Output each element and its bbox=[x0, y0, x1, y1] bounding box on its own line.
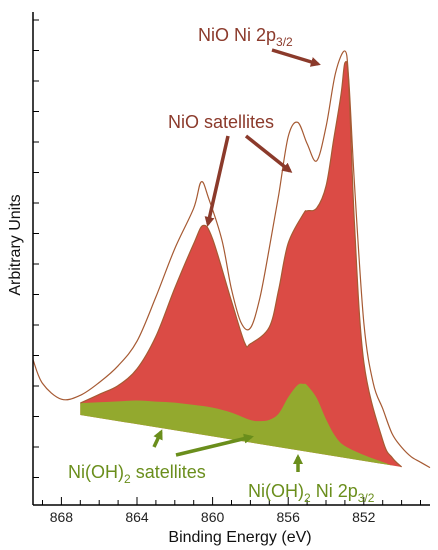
x-tick-label: 860 bbox=[201, 509, 225, 525]
arrow-nio-sat-left bbox=[204, 135, 230, 227]
plot-area bbox=[32, 50, 431, 469]
x-tick-label: 868 bbox=[50, 509, 74, 525]
x-tick-label: 864 bbox=[125, 509, 149, 525]
y-axis-title: Arbitrary Units bbox=[7, 194, 24, 295]
axes: 868 864 860 856 852 bbox=[32, 12, 430, 525]
arrow-nio-main bbox=[271, 48, 321, 67]
series-line-3 bbox=[80, 60, 403, 468]
series-fill-1 bbox=[80, 383, 393, 466]
annotation-nioh-satellites: Ni(OH)2 satellites bbox=[68, 462, 206, 486]
annotation-nioh-main: Ni(OH)2 Ni 2p3/2 bbox=[248, 481, 375, 505]
annotation-nio-satellites: NiO satellites bbox=[168, 112, 274, 132]
arrow-nioh-sat-left bbox=[152, 429, 163, 448]
arrow-nio-sat-right bbox=[244, 134, 293, 173]
arrow-nioh-sat-right bbox=[175, 433, 254, 457]
annotation-nio-main: NiO Ni 2p3/2 bbox=[198, 25, 293, 49]
series-fill-0 bbox=[80, 61, 402, 467]
x-tick-label: 856 bbox=[277, 509, 301, 525]
series-line-2 bbox=[32, 50, 431, 469]
x-axis-title: Binding Energy (eV) bbox=[168, 529, 311, 546]
x-tick-label: 852 bbox=[352, 509, 376, 525]
